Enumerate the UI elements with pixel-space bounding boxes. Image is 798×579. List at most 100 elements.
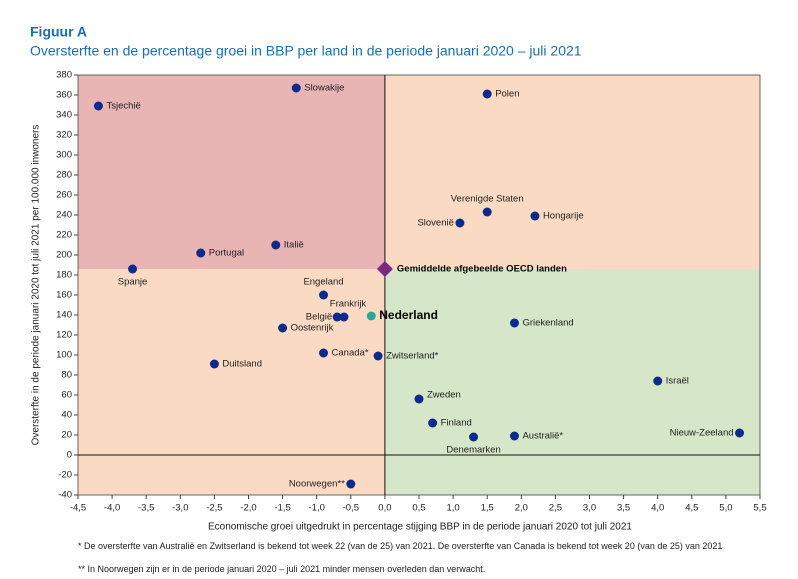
x-tick-label: 2,5 bbox=[549, 503, 562, 514]
x-tick-label: -2,5 bbox=[206, 503, 222, 514]
x-tick-label: -3,5 bbox=[138, 503, 154, 514]
point bbox=[414, 394, 424, 404]
point-label: Australië* bbox=[522, 431, 563, 442]
y-tick-label: 320 bbox=[56, 130, 72, 141]
y-tick-label: 0 bbox=[67, 450, 72, 461]
x-tick-label: 3,5 bbox=[617, 503, 630, 514]
x-tick-label: 4,5 bbox=[685, 503, 698, 514]
point-label: Slowakije bbox=[304, 83, 344, 94]
point-label: Frankrijk bbox=[330, 299, 367, 310]
point bbox=[509, 318, 519, 328]
point bbox=[373, 351, 383, 361]
x-tick-label: -1,5 bbox=[274, 503, 290, 514]
y-tick-label: -40 bbox=[58, 490, 72, 501]
point-label: Finland bbox=[441, 418, 472, 429]
x-tick-label: 0,0 bbox=[378, 503, 391, 514]
y-tick-label: 340 bbox=[56, 110, 72, 121]
y-tick-label: 280 bbox=[56, 170, 72, 181]
point bbox=[319, 348, 329, 358]
footnote: ** In Noorwegen zijn er in de periode ja… bbox=[78, 564, 486, 574]
footnote: * De oversterfte van Australië en Zwitse… bbox=[78, 541, 723, 551]
point bbox=[339, 312, 349, 322]
x-tick-label: 1,0 bbox=[446, 503, 459, 514]
point bbox=[530, 211, 540, 221]
y-tick-label: 60 bbox=[61, 390, 72, 401]
point bbox=[93, 101, 103, 111]
point-label: Denemarken bbox=[446, 445, 500, 456]
point bbox=[332, 312, 342, 322]
x-axis-label: Economische groei uitgedrukt in percenta… bbox=[208, 522, 632, 533]
point-label: Zwitserland* bbox=[386, 351, 439, 362]
y-tick-label: 220 bbox=[56, 230, 72, 241]
point-label: Canada* bbox=[332, 348, 369, 359]
point-label: Nieuw-Zeeland bbox=[670, 428, 734, 439]
y-tick-label: 20 bbox=[61, 430, 72, 441]
point-label: België bbox=[306, 312, 332, 323]
y-axis-label: Oversterfte in de periode januari 2020 t… bbox=[31, 125, 42, 446]
point bbox=[271, 240, 281, 250]
y-tick-label: 180 bbox=[56, 270, 72, 281]
point-label: Hongarije bbox=[543, 211, 584, 222]
point bbox=[735, 428, 745, 438]
y-tick-label: 160 bbox=[56, 290, 72, 301]
quadrant bbox=[384, 269, 760, 495]
point-label: Noorwegen** bbox=[289, 479, 345, 490]
quadrant bbox=[384, 75, 760, 269]
x-tick-label: -4,5 bbox=[70, 503, 86, 514]
point bbox=[196, 248, 206, 258]
chart-subtitle: Oversterfte en de percentage groei in BB… bbox=[30, 43, 582, 59]
x-tick-label: 1,5 bbox=[481, 503, 494, 514]
point bbox=[509, 431, 519, 441]
point-label: Tsjechië bbox=[106, 101, 140, 112]
point-label: Verenigde Staten bbox=[451, 194, 524, 205]
y-tick-label: 200 bbox=[56, 250, 72, 261]
y-tick-label: -20 bbox=[58, 470, 72, 481]
average-label: Gemiddelde afgebeelde OECD landen bbox=[397, 264, 567, 275]
point-label: Nederland bbox=[379, 308, 438, 322]
y-tick-label: 120 bbox=[56, 330, 72, 341]
average-marker bbox=[376, 261, 393, 277]
x-tick-label: -0,5 bbox=[343, 503, 359, 514]
point-label: Polen bbox=[495, 89, 519, 100]
x-tick-label: 0,5 bbox=[412, 503, 425, 514]
x-tick-label: 2,0 bbox=[515, 503, 528, 514]
x-tick-label: 3,0 bbox=[583, 503, 596, 514]
point-label: Portugal bbox=[209, 248, 244, 259]
point bbox=[455, 218, 465, 228]
y-tick-label: 100 bbox=[56, 350, 72, 361]
point bbox=[128, 264, 138, 274]
x-tick-label: -2,0 bbox=[240, 503, 256, 514]
point bbox=[653, 376, 663, 386]
point bbox=[209, 359, 219, 369]
point-label: Israël bbox=[666, 376, 689, 387]
point bbox=[469, 432, 479, 442]
y-tick-label: 140 bbox=[56, 310, 72, 321]
point-label: Italië bbox=[284, 240, 304, 251]
point bbox=[291, 83, 301, 93]
y-tick-label: 80 bbox=[61, 370, 72, 381]
x-tick-label: -1,0 bbox=[309, 503, 325, 514]
point-label: Zweden bbox=[427, 390, 461, 401]
point-label: Slovenië bbox=[417, 218, 453, 229]
point bbox=[278, 323, 288, 333]
x-tick-label: 5,5 bbox=[753, 503, 766, 514]
x-tick-label: 4,0 bbox=[651, 503, 664, 514]
y-tick-label: 300 bbox=[56, 150, 72, 161]
quadrant bbox=[78, 75, 385, 269]
point-label: Duitsland bbox=[222, 359, 262, 370]
point-label: Spanje bbox=[118, 277, 148, 288]
point bbox=[319, 290, 329, 300]
point bbox=[482, 89, 492, 99]
y-tick-label: 260 bbox=[56, 190, 72, 201]
x-tick-label: -3,0 bbox=[172, 503, 188, 514]
x-tick-label: -4,0 bbox=[104, 503, 120, 514]
x-tick-label: 5,0 bbox=[719, 503, 732, 514]
point-label: Oostenrijk bbox=[291, 323, 334, 334]
y-tick-label: 380 bbox=[56, 70, 72, 81]
point-label: Griekenland bbox=[522, 318, 573, 329]
y-tick-label: 360 bbox=[56, 90, 72, 101]
quadrant bbox=[78, 269, 385, 495]
y-tick-label: 240 bbox=[56, 210, 72, 221]
